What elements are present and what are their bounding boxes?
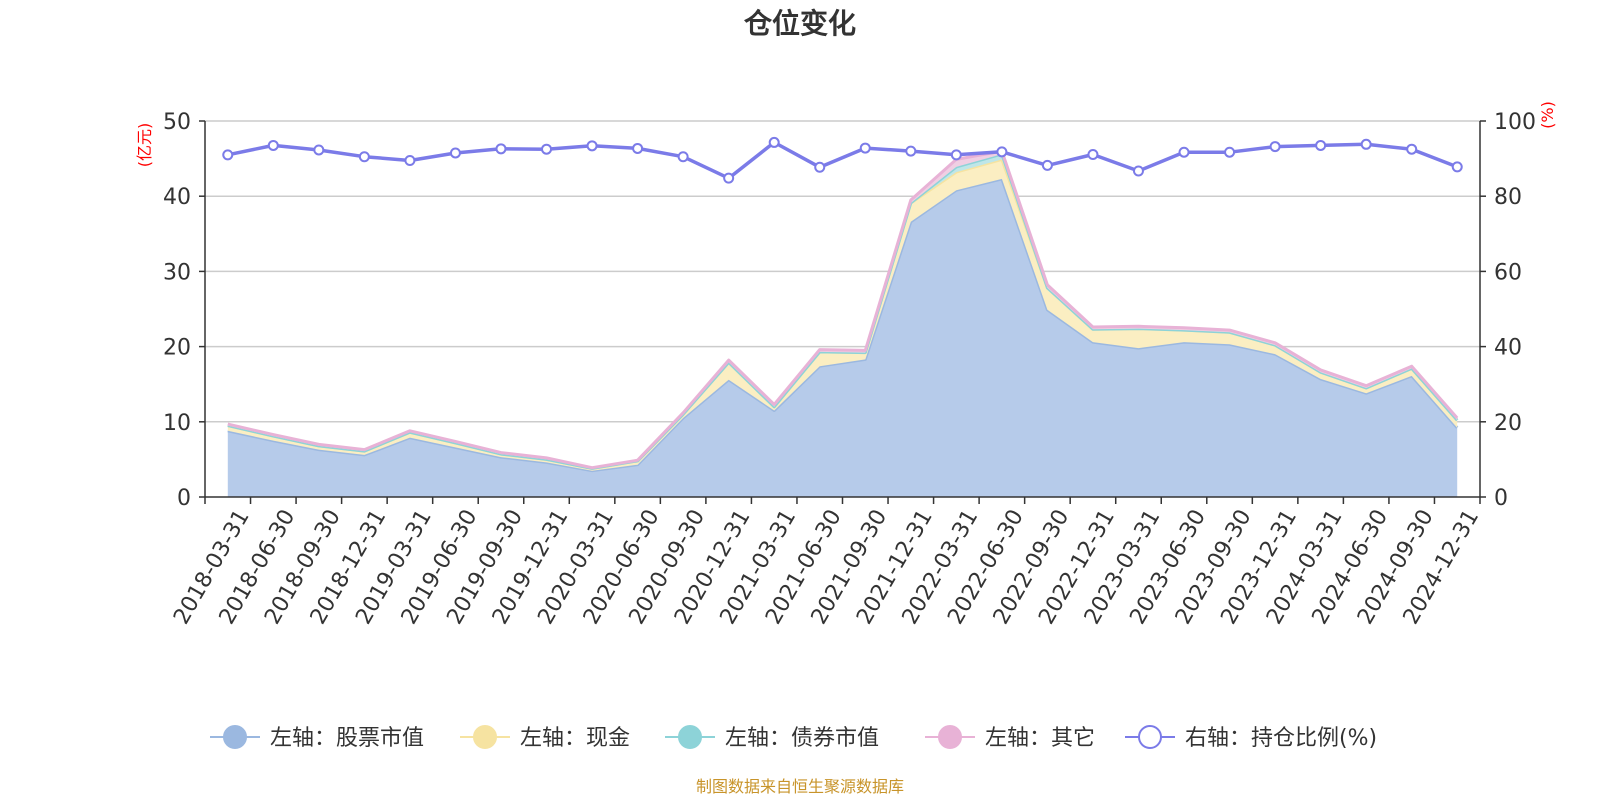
left-tick-label: 40 [163, 185, 191, 210]
legend-swatch-marker [938, 725, 962, 749]
legend-item[interactable]: 左轴：股票市值 [210, 725, 424, 751]
right-tick-label: 40 [1494, 336, 1522, 361]
legend-swatch-marker [223, 725, 247, 749]
ratio-point [586, 140, 598, 152]
ratio-line [222, 136, 1463, 184]
ratio-point [632, 142, 644, 154]
ratio-point [495, 143, 507, 155]
left-axis-unit: (亿元) [135, 123, 154, 168]
left-tick-label: 30 [163, 260, 191, 285]
ratio-point [358, 151, 370, 163]
ratio-point [1132, 165, 1144, 177]
left-tick-label: 10 [163, 411, 191, 436]
chart-title: 仓位变化 [744, 7, 856, 40]
legend-swatch-marker [678, 725, 702, 749]
right-axis-unit: (%) [1538, 101, 1557, 129]
right-tick-label: 80 [1494, 185, 1522, 210]
ratio-line-path [227, 140, 1458, 180]
data-source: 制图数据来自恒生聚源数据库 [696, 777, 904, 796]
ratio-point [1224, 146, 1236, 158]
stacked-areas [227, 149, 1459, 497]
right-tick-label: 100 [1494, 110, 1536, 135]
ratio-point [1315, 139, 1327, 151]
legend-item[interactable]: 左轴：现金 [460, 725, 630, 751]
legend-item[interactable]: 左轴：其它 [925, 725, 1095, 751]
right-tick-label: 60 [1494, 260, 1522, 285]
legend-label: 左轴：股票市值 [270, 726, 424, 751]
ratio-point [222, 149, 234, 161]
ratio-point [1087, 148, 1099, 160]
ratio-point [1269, 141, 1281, 153]
left-tick-label: 0 [177, 486, 191, 511]
ratio-point [723, 172, 735, 184]
area-edge-左轴：其它 [227, 149, 1459, 470]
legend: 左轴：股票市值 左轴：现金 左轴：债券市值 左轴：其它 右轴：持仓比例(%) [210, 725, 1377, 751]
ratio-point [677, 151, 689, 163]
ratio-point [1041, 159, 1053, 171]
ratio-point [267, 139, 279, 151]
ratio-point [449, 147, 461, 159]
ratio-point [950, 149, 962, 161]
ratio-point [313, 144, 325, 156]
legend-item[interactable]: 右轴：持仓比例(%) [1125, 725, 1377, 751]
area-左轴：股票市值 [227, 178, 1458, 497]
ratio-point [859, 142, 871, 154]
right-tick-label: 0 [1494, 486, 1508, 511]
legend-label: 左轴：其它 [985, 726, 1095, 751]
legend-label: 左轴：现金 [520, 726, 630, 751]
ratio-point [1406, 143, 1418, 155]
ratio-point [1178, 146, 1190, 158]
ratio-point [905, 145, 917, 157]
legend-label: 左轴：债券市值 [725, 726, 879, 751]
legend-item[interactable]: 左轴：债券市值 [665, 725, 879, 751]
legend-label: 右轴：持仓比例(%) [1185, 726, 1377, 751]
ratio-point [541, 143, 553, 155]
ratio-point [768, 136, 780, 148]
ratio-point [814, 161, 826, 173]
ratio-point [1451, 161, 1463, 173]
ratio-point [996, 146, 1008, 158]
legend-swatch-marker [1138, 725, 1162, 749]
legend-swatch-marker [473, 725, 497, 749]
right-tick-label: 20 [1494, 411, 1522, 436]
left-tick-label: 50 [163, 110, 191, 135]
left-tick-label: 20 [163, 336, 191, 361]
ratio-point [404, 154, 416, 166]
ratio-point [1360, 138, 1372, 150]
